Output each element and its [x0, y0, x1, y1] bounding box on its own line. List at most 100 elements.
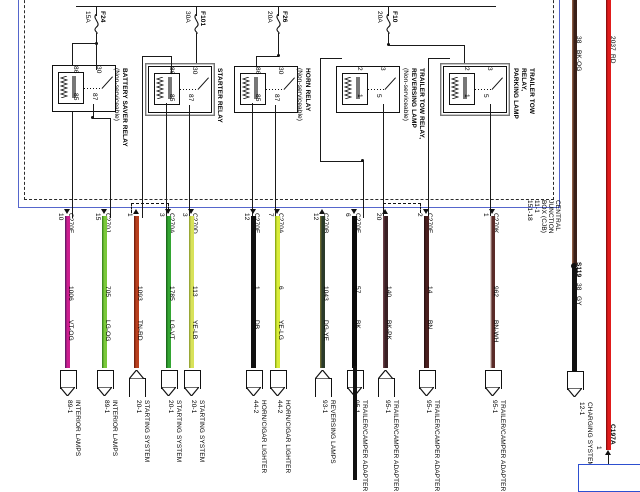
destination-connector-tip [315, 370, 330, 379]
relay-ttr-coil-bar [356, 77, 360, 99]
wire-pin-number: 3 [158, 213, 165, 217]
fuse-lead-f24-bottom [96, 33, 97, 43]
destination-connector[interactable] [378, 370, 395, 404]
wire-direction-arrow [274, 209, 280, 214]
power-wire-color: RD [609, 54, 616, 64]
relay-battery-saver-term-85: 85 [72, 93, 79, 101]
relay-horn-87-lead [275, 105, 276, 218]
destination-name: HORN/CIGAR LIGHTER [260, 400, 267, 474]
fuse-rating-f26: 20A [266, 11, 273, 23]
wire-pin-number: 12 [312, 213, 319, 221]
destination-connector-tip [97, 387, 112, 396]
relay-horn-85-lead [252, 103, 253, 218]
ground-wire-38-bkog [572, 0, 577, 265]
destination-connector-body [246, 370, 263, 389]
relay-battery-saver-term-87: 87 [91, 93, 98, 101]
dashed-bridge-trailer [383, 203, 421, 213]
destination-connector-body [378, 378, 395, 397]
relay-starter-link [180, 89, 198, 90]
destination-connector[interactable] [161, 370, 178, 396]
destination-connector-body [60, 370, 77, 389]
cjb-label-line-3: 11-1 [533, 200, 540, 213]
wire-direction-arrow [423, 209, 429, 214]
f24-branch-v [72, 43, 73, 218]
fuse-lead-f24-top [96, 6, 97, 16]
wire-conductor [490, 216, 495, 368]
destination-ref: 95-1 [384, 400, 391, 414]
destination-connector[interactable] [315, 370, 332, 404]
wire-circuit-number: 113 [191, 286, 198, 297]
destination-connector[interactable] [97, 370, 114, 396]
cjb-dashed-boundary [24, 0, 554, 200]
fuse-lead-f26-bottom [278, 33, 279, 57]
wire-circuit-number: 962 [492, 286, 499, 298]
destination-connector[interactable] [485, 370, 502, 396]
wire-direction-arrow [64, 209, 70, 214]
relay-ttp-name: TRAILER TOW [528, 68, 535, 115]
cjb-label-line-1: JUNCTION [547, 200, 554, 234]
destination-name: TRAILER/CAMPER ADAPTER [361, 400, 368, 492]
destination-connector[interactable] [270, 370, 287, 396]
relay-starter-85-lead [166, 103, 167, 218]
wire-pin-number: 10 [57, 213, 64, 221]
wire-conductor [383, 216, 388, 368]
wire-direction-arrow [319, 209, 325, 214]
wire-conductor [320, 216, 325, 368]
destination-connector-body [129, 378, 146, 397]
wire-color-code: YE-LG [277, 320, 284, 341]
destination-connector-tip [246, 387, 261, 396]
fuse-label-f101: F101 [199, 11, 206, 27]
connector-charging-system-body [567, 371, 584, 390]
fuse-lead-f101-top [196, 6, 197, 16]
destination-connector[interactable] [60, 370, 77, 396]
connector-charging-system-tip [567, 388, 582, 397]
relay-starter-86-v2 [171, 56, 172, 73]
connector-c197a-box[interactable] [578, 464, 640, 492]
relay-ttp-1-h [428, 58, 450, 59]
relay-starter-term-87: 87 [187, 94, 194, 102]
wire-direction-arrow [489, 209, 495, 214]
destination-connector-tip [485, 387, 500, 396]
destination-connector-tip [378, 370, 393, 379]
fuse-rating-f24: 15A [84, 11, 91, 23]
relay-starter-86-v1 [142, 56, 143, 218]
wire-color-code: DB [253, 320, 260, 330]
destination-connector[interactable] [184, 370, 201, 396]
wire-color-code: TN-RD [136, 320, 143, 341]
fuse-symbol-f24 [94, 14, 99, 34]
f26-branch-h [256, 56, 279, 57]
relay-starter-name: STARTER RELAY [216, 68, 223, 123]
relay-battery-saver-term30-lead [96, 43, 97, 70]
junction-dot-f26 [277, 54, 280, 57]
wire-circuit-number: 705 [104, 286, 111, 298]
fuse-rating-f10: 20A [376, 11, 383, 23]
relay-ttr-term-2: 2 [356, 67, 363, 71]
connector-charging-system[interactable] [567, 371, 584, 397]
destination-connector[interactable] [246, 370, 263, 396]
relay-battery-saver-subtitle: (Non-serviceable) [113, 68, 120, 121]
fuse-lead-f10-bottom [388, 33, 389, 45]
destination-ref: 20-1 [190, 400, 197, 414]
wire-pin-number: 7 [267, 213, 274, 217]
destination-connector[interactable] [419, 370, 436, 396]
fuse-lead-f10-top [388, 6, 389, 16]
relay-horn-link [266, 89, 284, 90]
wire-circuit-number: 14 [426, 286, 433, 294]
charging-system-ref: 12-1 [578, 402, 585, 416]
fuse-label-f26: F26 [281, 11, 288, 23]
relay-ttp-subtitle2: PARKING LAMP [512, 68, 519, 119]
f10-branch-v [464, 45, 465, 73]
connector-c197a-lead [608, 455, 609, 465]
destination-connector-body [97, 370, 114, 389]
destination-connector[interactable] [129, 370, 146, 404]
relay-ttp-term-2: 2 [463, 67, 470, 71]
destination-name: TRAILER/CAMPER ADAPTER [433, 400, 440, 492]
wire-circuit-number: 1785 [168, 286, 175, 301]
destination-connector-body [315, 378, 332, 397]
relay-battery-saver-name: BATTERY SAVER RELAY [121, 68, 128, 147]
wire-direction-arrow [351, 209, 357, 214]
relay-starter-term-30: 30 [191, 67, 198, 75]
f26-branch-v [256, 56, 257, 73]
relay-ttp-coil-winding [450, 77, 460, 99]
connector-c197a-pin: 1 [595, 446, 602, 450]
